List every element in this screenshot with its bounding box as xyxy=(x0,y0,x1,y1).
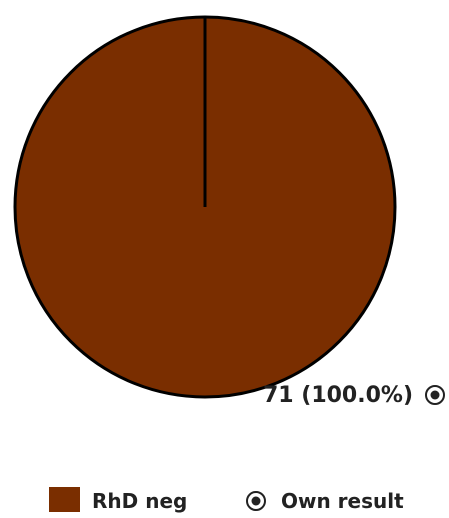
legend-own-result-marker-icon xyxy=(246,491,266,511)
pie-slices xyxy=(13,15,397,399)
legend-label-own-result: Own result xyxy=(281,489,404,513)
legend-swatch-rhd-neg xyxy=(49,487,80,512)
slice-data-label: 71 (100.0%) xyxy=(263,383,413,408)
own-result-marker-icon xyxy=(425,385,445,405)
legend-label-rhd-neg: RhD neg xyxy=(92,489,187,513)
legend: RhD neg Own result xyxy=(49,487,404,513)
